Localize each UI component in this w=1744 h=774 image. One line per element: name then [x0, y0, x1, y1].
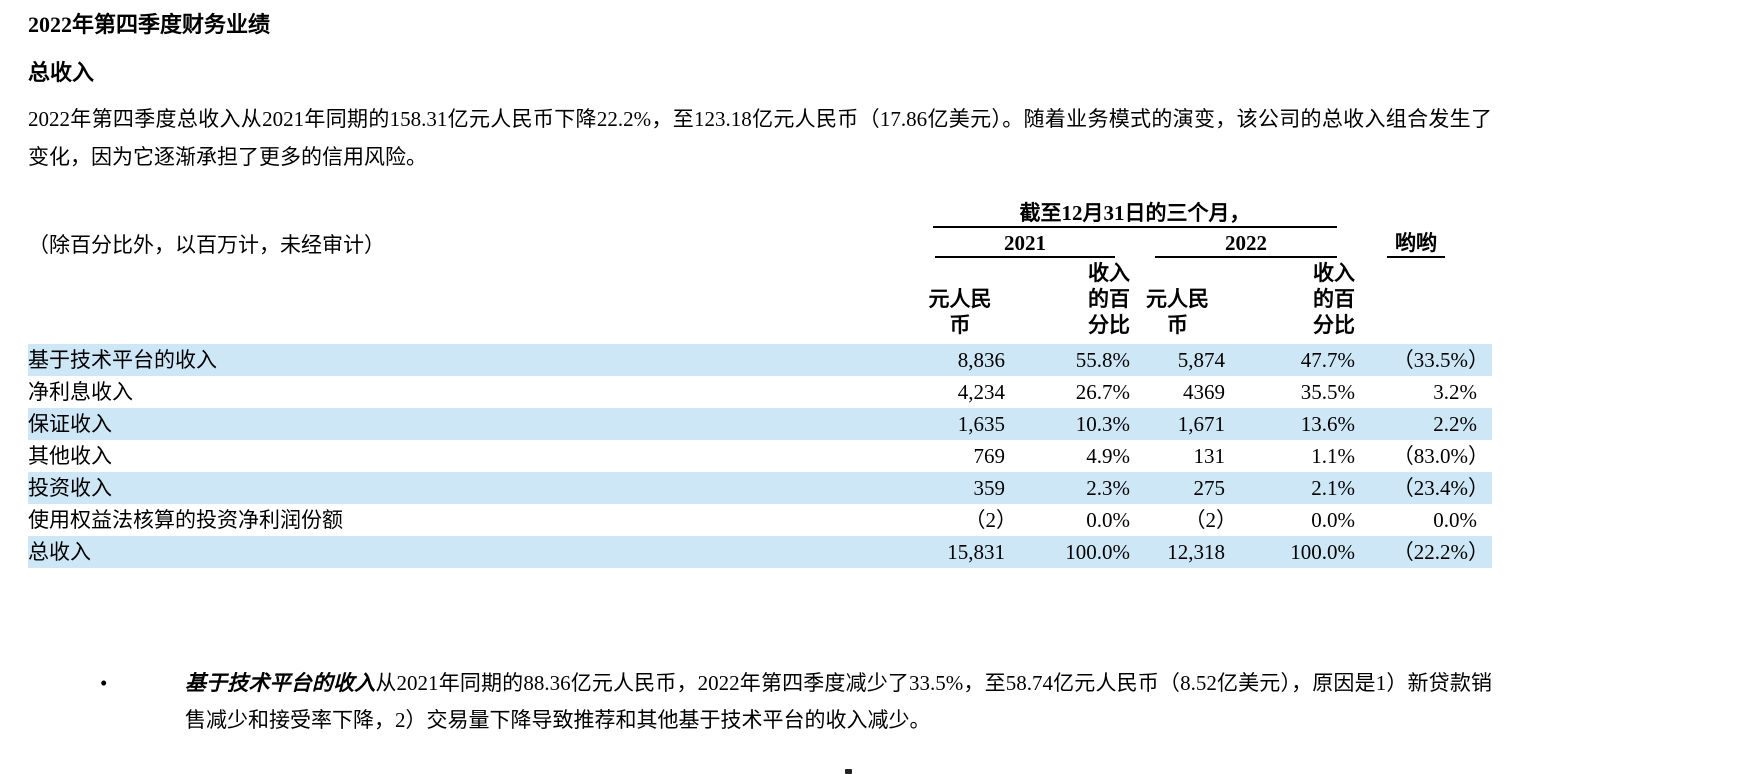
subheader-line: 币: [1167, 313, 1188, 337]
subheader-line: 分比: [1313, 313, 1355, 337]
cell-rmb-2022: 5,874: [1177, 348, 1225, 372]
cell-yoy: 2.2%: [1433, 412, 1477, 436]
subheader-rmb-2022: 元人民 币: [1130, 286, 1225, 338]
page-content: 2022年第四季度财务业绩 总收入 2022年第四季度总收入从2021年同期的1…: [28, 0, 1492, 739]
cell-yoy: （83.0%）: [1392, 444, 1489, 468]
cell-yoy: （33.5%）: [1392, 348, 1489, 372]
cell-pct-2022: 0.0%: [1311, 508, 1355, 532]
cell-pct-2022: 2.1%: [1311, 476, 1355, 500]
cell-pct-2022: 1.1%: [1311, 444, 1355, 468]
row-label: 使用权益法核算的投资净利润份额: [28, 508, 343, 532]
subheader-line: 币: [949, 313, 971, 337]
year-2022-header: 2022: [1155, 230, 1337, 258]
cell-pct-2022: 100.0%: [1290, 540, 1355, 564]
subheader-line: 的百: [1313, 287, 1355, 311]
cell-rmb-2022: （2）: [1184, 508, 1238, 532]
cell-yoy: 0.0%: [1433, 508, 1477, 532]
table-row-investment: 投资收入 359 2.3% 275 2.1% （23.4%）: [28, 472, 1492, 504]
cell-pct-2021: 0.0%: [1086, 508, 1130, 532]
cell-rmb-2021: 4,234: [957, 380, 1005, 404]
table-row-net-interest: 净利息收入 4,234 26.7% 4369 35.5% 3.2%: [28, 376, 1492, 408]
cell-yoy: 3.2%: [1433, 380, 1477, 404]
cell-rmb-2022: 131: [1193, 444, 1226, 468]
table-row-total-revenue: 总收入 15,831 100.0% 12,318 100.0% （22.2%）: [28, 536, 1492, 568]
table-header-period-row: 截至12月31日的三个月，: [28, 198, 1492, 228]
cell-rmb-2022: 12,318: [1167, 540, 1225, 564]
subheader-rmb-2021: 元人民 币: [915, 286, 1005, 338]
cell-rmb-2021: （2）: [964, 508, 1018, 532]
revenue-table: 截至12月31日的三个月， （除百分比外，以百万计，未经审计） 2021 202…: [28, 198, 1492, 568]
yoy-header-cell: 哟哟: [1355, 230, 1492, 258]
table-subheader-row: 元人民 币 收入 的百 分比 元人民 币 收入 的百 分比: [28, 260, 1492, 338]
cell-yoy: （23.4%）: [1392, 476, 1489, 500]
cell-rmb-2021: 769: [973, 444, 1006, 468]
yoy-header: 哟哟: [1387, 230, 1445, 258]
subheader-line: 的百: [1088, 287, 1130, 311]
section-heading-total-revenue: 总收入: [28, 60, 95, 85]
table-body: 基于技术平台的收入 8,836 55.8% 5,874 47.7% （33.5%…: [28, 344, 1492, 568]
period-header: 截至12月31日的三个月，: [933, 200, 1337, 228]
cell-pct-2022: 35.5%: [1300, 380, 1355, 404]
row-label: 投资收入: [28, 476, 112, 500]
bullet-body-text: 从2021年同期的88.36亿元人民币，2022年第四季度减少了33.5%，至5…: [185, 671, 1492, 732]
bullet-note: • 基于技术平台的收入从2021年同期的88.36亿元人民币，2022年第四季度…: [28, 665, 1492, 739]
cell-pct-2021: 2.3%: [1086, 476, 1130, 500]
row-label: 净利息收入: [28, 380, 133, 404]
row-label: 总收入: [28, 540, 91, 564]
subheader-line: 收入: [1088, 261, 1130, 285]
cell-pct-2021: 10.3%: [1075, 412, 1130, 436]
cell-rmb-2021: 1,635: [957, 412, 1005, 436]
subheader-line: 分比: [1088, 313, 1130, 337]
year-2022-group: 2022: [1130, 230, 1355, 258]
period-group: 截至12月31日的三个月，: [915, 200, 1355, 228]
cell-pct-2021: 55.8%: [1075, 348, 1130, 372]
cell-rmb-2022: 1,671: [1177, 412, 1225, 436]
subheader-line: 收入: [1313, 261, 1355, 285]
bullet-text: 基于技术平台的收入从2021年同期的88.36亿元人民币，2022年第四季度减少…: [185, 665, 1492, 739]
subheader-pct-2022: 收入 的百 分比: [1225, 260, 1355, 338]
table-row-equity-method: 使用权益法核算的投资净利润份额 （2） 0.0% （2） 0.0% 0.0%: [28, 504, 1492, 536]
subheader-pct-2021: 收入 的百 分比: [1005, 260, 1130, 338]
cell-rmb-2022: 4369: [1183, 380, 1225, 404]
table-row-tech-platform: 基于技术平台的收入 8,836 55.8% 5,874 47.7% （33.5%…: [28, 344, 1492, 376]
clipped-page-number-mark: [845, 769, 852, 774]
subheader-line: 元人民: [928, 287, 992, 311]
cell-pct-2022: 47.7%: [1300, 348, 1355, 372]
row-label: 保证收入: [28, 412, 112, 436]
year-2021-header: 2021: [935, 230, 1115, 258]
row-label: 基于技术平台的收入: [28, 348, 217, 372]
cell-yoy: （22.2%）: [1392, 540, 1489, 564]
unit-note: （除百分比外，以百万计，未经审计）: [28, 233, 385, 257]
bullet-icon: •: [100, 671, 108, 695]
table-header-years-row: （除百分比外，以百万计，未经审计） 2021 2022 哟哟: [28, 228, 1492, 258]
row-label: 其他收入: [28, 444, 112, 468]
table-row-guarantee: 保证收入 1,635 10.3% 1,671 13.6% 2.2%: [28, 408, 1492, 440]
subheader-line: 元人民: [1146, 287, 1209, 311]
year-2021-group: 2021: [915, 230, 1130, 258]
cell-rmb-2021: 15,831: [947, 540, 1005, 564]
cell-pct-2021: 100.0%: [1065, 540, 1130, 564]
cell-rmb-2021: 359: [973, 476, 1006, 500]
table-row-other: 其他收入 769 4.9% 131 1.1% （83.0%）: [28, 440, 1492, 472]
intro-paragraph: 2022年第四季度总收入从2021年同期的158.31亿元人民币下降22.2%，…: [28, 107, 1492, 169]
document-title: 2022年第四季度财务业绩: [28, 12, 271, 37]
cell-rmb-2021: 8,836: [957, 348, 1005, 372]
bullet-lead-text: 基于技术平台的收入: [185, 671, 376, 695]
cell-pct-2021: 26.7%: [1075, 380, 1130, 404]
cell-pct-2021: 4.9%: [1086, 444, 1130, 468]
cell-rmb-2022: 275: [1193, 476, 1226, 500]
cell-pct-2022: 13.6%: [1300, 412, 1355, 436]
